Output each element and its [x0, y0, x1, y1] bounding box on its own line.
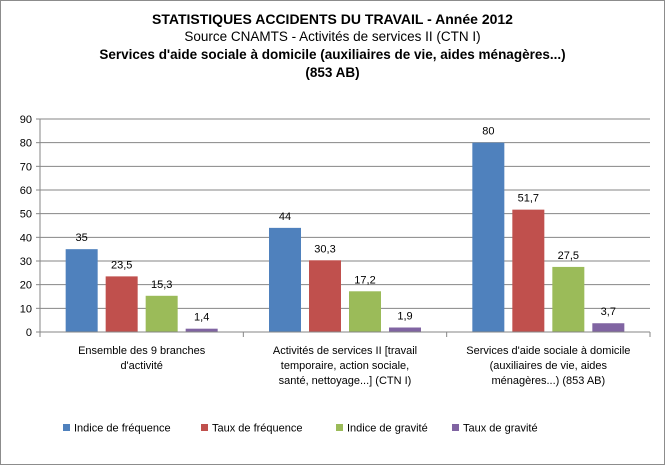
data-label: 1,4: [194, 312, 209, 324]
y-tick-label: 70: [20, 161, 32, 173]
data-label: 80: [482, 126, 494, 138]
legend-swatch: [201, 424, 208, 431]
legend-label: Indice de fréquence: [74, 423, 171, 435]
chart-subtitle2-line2: (853 AB): [305, 65, 360, 80]
category-label: d'activité: [120, 360, 162, 372]
legend-label: Indice de gravité: [347, 423, 428, 435]
bar: [472, 142, 505, 332]
bar: [389, 327, 421, 332]
bars: 35 23,5 15,3 1,4 44 30,3 17,2 1,9 80 51,7 27,5 3,7: [65, 126, 625, 332]
y-tick-label: 50: [20, 209, 32, 221]
y-tick-label: 0: [26, 327, 32, 339]
data-label: 51,7: [518, 193, 539, 205]
category-label: Ensemble des 9 branches: [78, 345, 206, 357]
category-label: ménagères...) (853 AB): [491, 375, 605, 387]
bar: [512, 209, 545, 332]
y-tick-label: 20: [20, 280, 32, 292]
chart-subtitle: Source CNAMTS - Activités de services II…: [184, 29, 481, 44]
data-label: 3,7: [601, 306, 616, 318]
bar: [65, 249, 98, 332]
category-label: santé, nettoyage...] (CTN I): [279, 375, 412, 387]
category-label: temporaire, action sociale,: [281, 360, 409, 372]
y-tick-label: 10: [20, 303, 32, 315]
legend-label: Taux de gravité: [463, 423, 538, 435]
category-label: Services d'aide sociale à domicile: [466, 345, 630, 357]
y-tick-label: 90: [20, 114, 32, 126]
y-axis: 0 10 20 30 40 50 60 70 80 90: [20, 114, 41, 339]
data-label: 27,5: [558, 250, 579, 262]
bar: [145, 295, 178, 332]
legend-label: Taux de fréquence: [212, 423, 303, 435]
bar: [349, 291, 381, 332]
category-label: (auxiliaires de vie, aides: [490, 360, 608, 372]
data-label: 17,2: [354, 274, 375, 286]
category-label: Activités de services II [travail: [273, 345, 417, 357]
chart-titles: STATISTIQUES ACCIDENTS DU TRAVAIL - Anné…: [0, 10, 665, 82]
data-label: 23,5: [111, 259, 132, 271]
legend-swatch: [336, 424, 343, 431]
data-label: 30,3: [314, 243, 335, 255]
bar: [552, 266, 585, 332]
bar: [309, 260, 341, 332]
chart-title: STATISTIQUES ACCIDENTS DU TRAVAIL - Anné…: [152, 11, 513, 27]
legend: Indice de fréquence Taux de fréquence Indi…: [63, 423, 538, 435]
legend-swatch: [452, 424, 459, 431]
x-axis: Ensemble des 9 branches d'activité Activit…: [39, 331, 651, 387]
y-tick-label: 80: [20, 138, 32, 150]
bar: [592, 323, 625, 332]
y-tick-label: 30: [20, 256, 32, 268]
chart-subtitle2-line1: Services d'aide sociale à domicile (auxi…: [99, 47, 566, 62]
bar: [185, 328, 218, 332]
bar: [269, 227, 301, 332]
data-label: 1,9: [397, 311, 412, 323]
data-label: 35: [76, 232, 88, 244]
y-tick-label: 40: [20, 232, 32, 244]
bar: [105, 276, 138, 332]
legend-swatch: [63, 424, 70, 431]
y-tick-label: 60: [20, 185, 32, 197]
data-label: 15,3: [151, 279, 172, 291]
data-label: 44: [279, 211, 291, 223]
